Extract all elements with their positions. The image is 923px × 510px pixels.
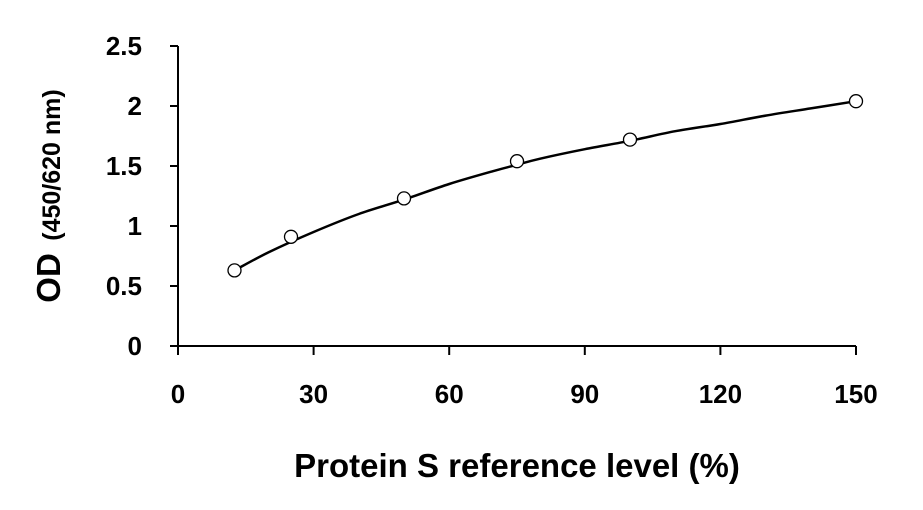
y-tick-label: 2.5 <box>106 31 142 61</box>
y-tick-label: 0 <box>128 331 142 361</box>
y-axis-title-unit: (450/620 nm) <box>38 89 66 240</box>
data-point <box>509 154 525 169</box>
y-tick-label: 2 <box>128 91 142 121</box>
x-tick-label: 30 <box>299 379 328 409</box>
data-point <box>396 191 412 206</box>
data-point <box>227 263 242 278</box>
x-tick-label: 0 <box>171 379 185 409</box>
y-tick-label: 1 <box>128 211 142 241</box>
data-point <box>848 94 864 109</box>
y-axis-title-main: OD <box>30 253 67 303</box>
x-axis-title: Protein S reference level (%) <box>294 447 740 484</box>
y-axis-title: OD (450/620 nm) <box>30 89 67 302</box>
x-tick-label: 150 <box>834 379 877 409</box>
data-points-group <box>227 94 864 278</box>
y-axis-ticks: 0 0.5 1 1.5 2 2.5 <box>106 31 178 361</box>
fit-curve <box>233 99 857 272</box>
y-tick-label: 1.5 <box>106 151 142 181</box>
axes <box>177 46 856 347</box>
y-tick-label: 0.5 <box>106 271 142 301</box>
x-tick-label: 60 <box>435 379 464 409</box>
fit-curve-group <box>233 99 857 272</box>
x-tick-label: 90 <box>570 379 599 409</box>
data-point <box>283 229 299 244</box>
x-tick-label: 120 <box>699 379 742 409</box>
data-point <box>622 132 638 147</box>
x-axis-ticks: 0 30 60 90 120 150 <box>171 346 878 409</box>
